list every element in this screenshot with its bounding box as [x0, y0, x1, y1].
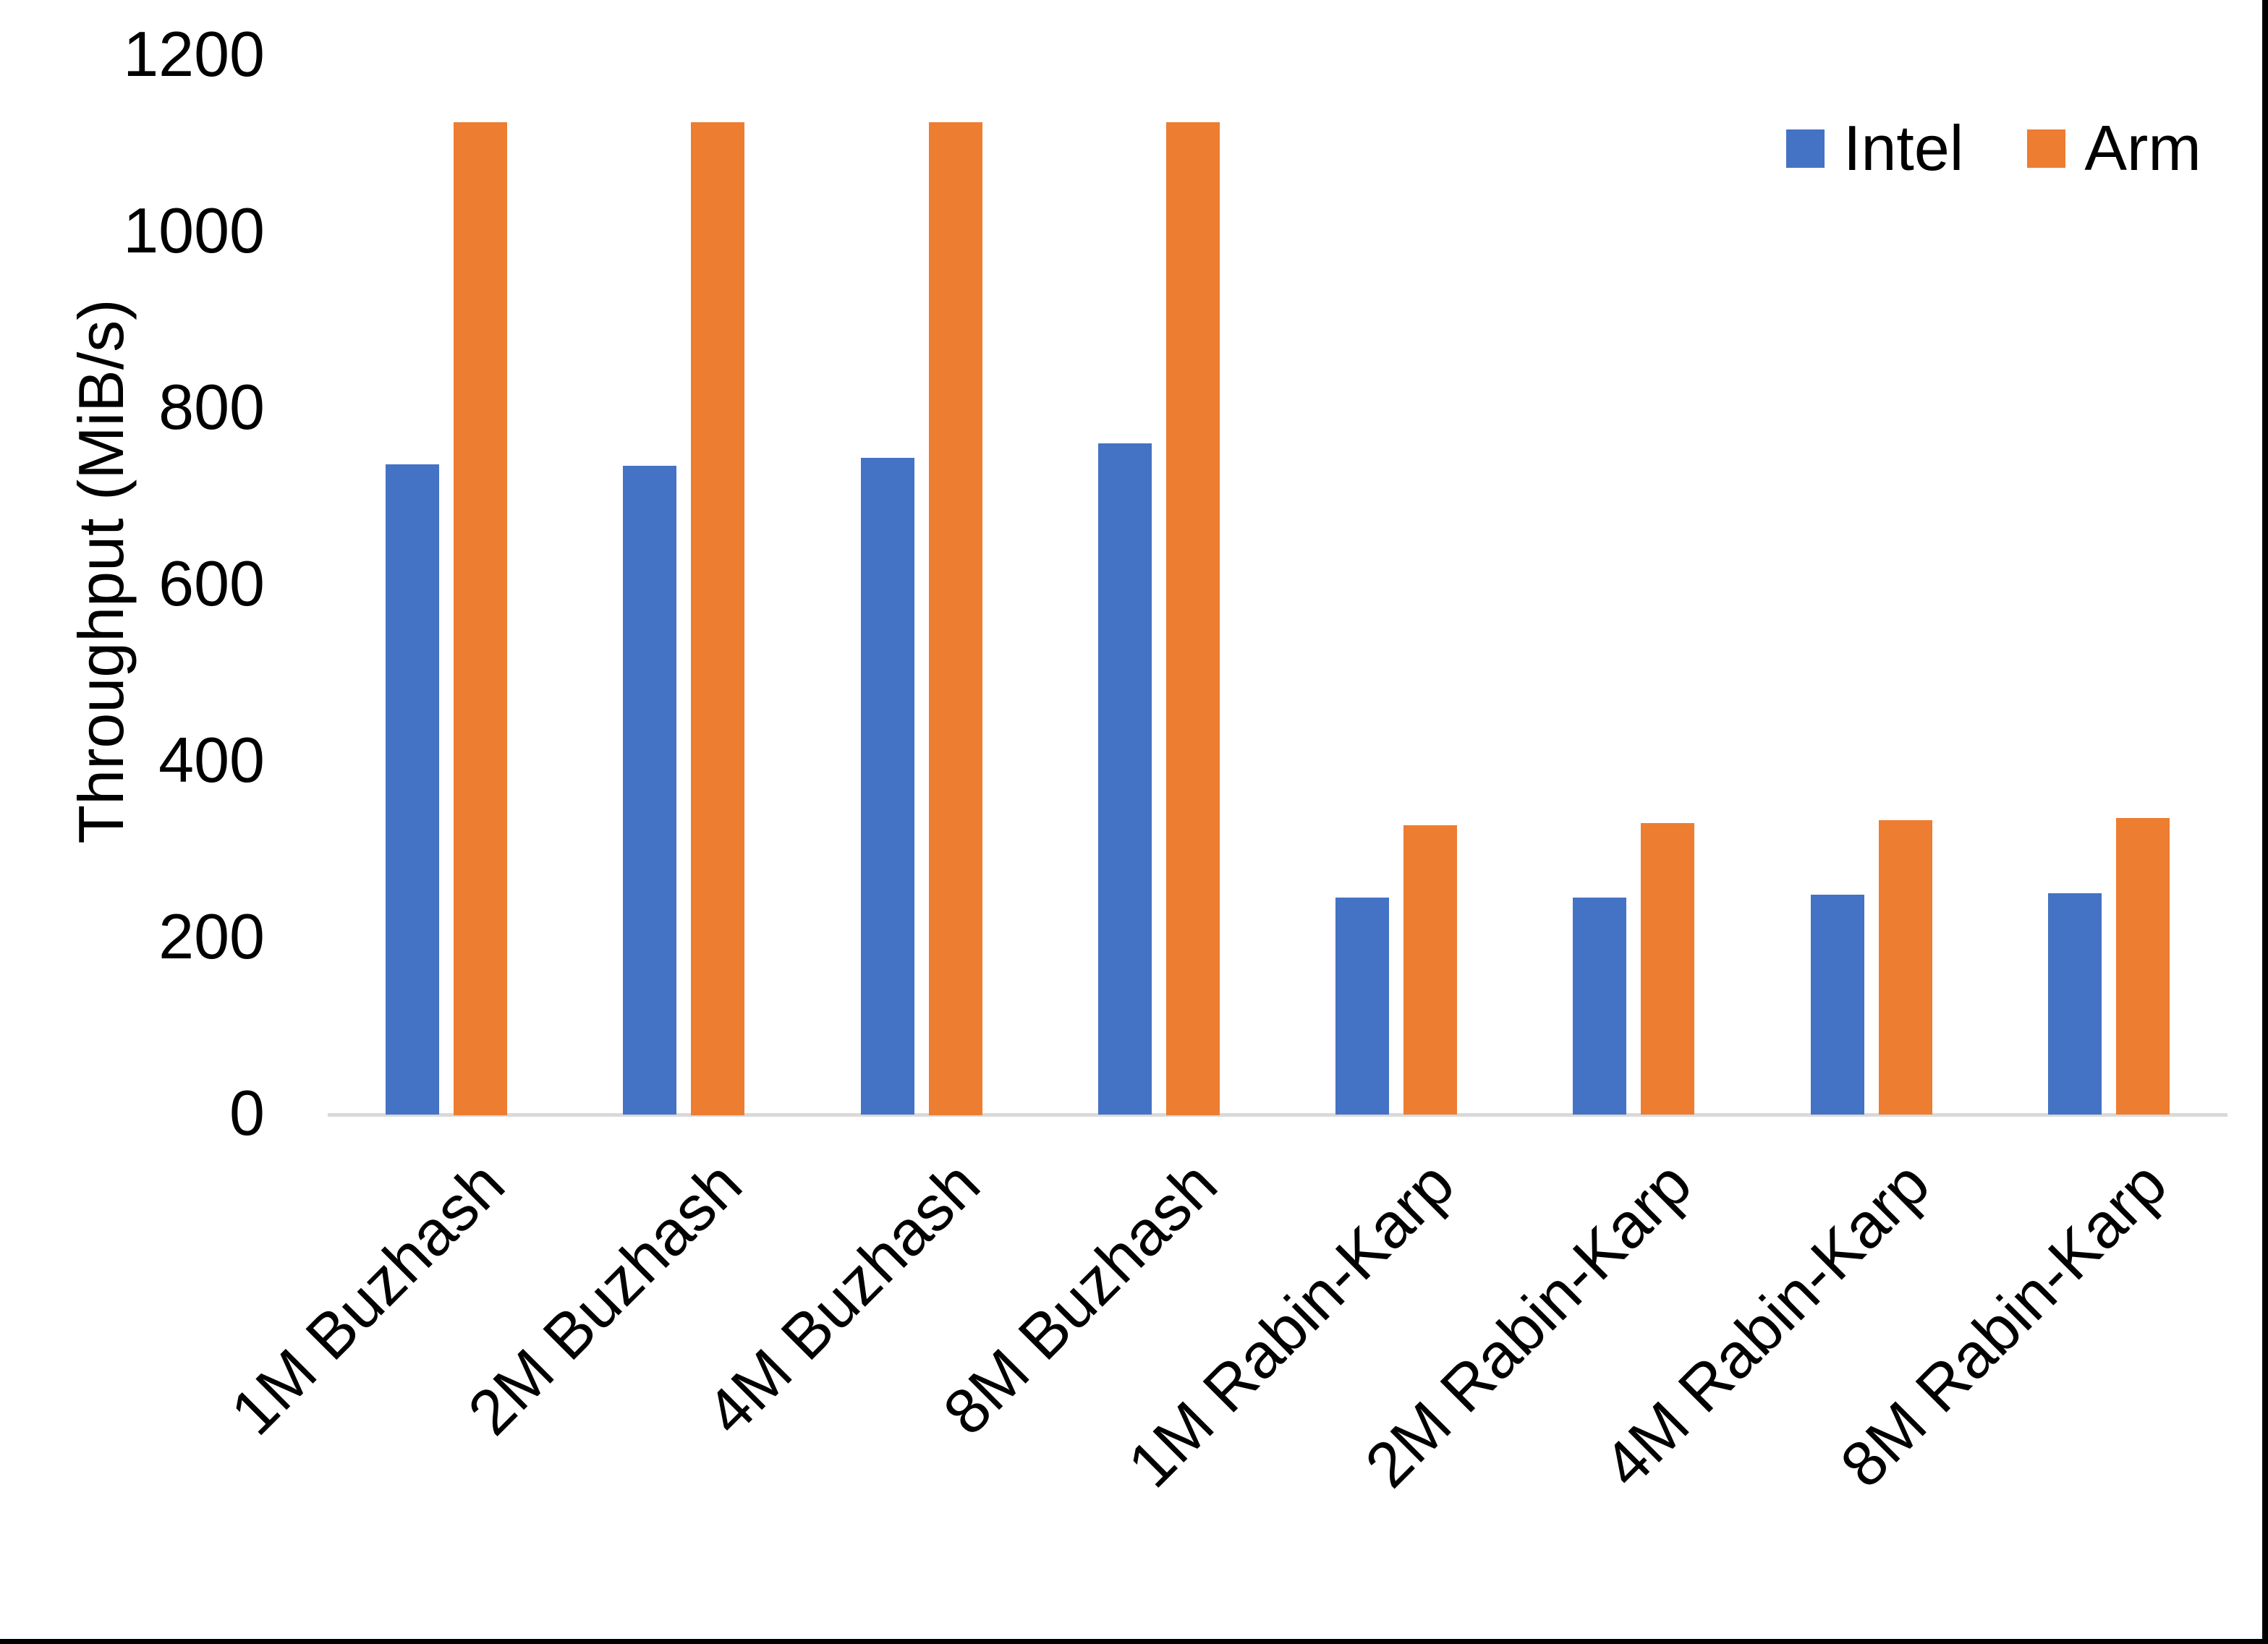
bar-intel-8m-rabin-karp [2048, 893, 2102, 1115]
bar-intel-4m-buzhash [861, 458, 914, 1115]
bar-intel-2m-buzhash [623, 466, 676, 1115]
y-tick-label-200: 200 [158, 900, 265, 972]
bar-arm-2m-rabin-karp [1641, 823, 1694, 1115]
x-axis-line [328, 1113, 2227, 1117]
bar-intel-1m-rabin-karp [1335, 898, 1389, 1115]
bar-arm-4m-buzhash [929, 122, 982, 1115]
bar-arm-1m-buzhash [454, 122, 507, 1115]
legend-label-arm: Arm [2084, 112, 2201, 184]
legend-label-intel: Intel [1843, 112, 1964, 184]
bar-arm-4m-rabin-karp [1879, 820, 1932, 1115]
bar-intel-4m-rabin-karp [1811, 895, 1864, 1115]
legend-swatch-intel [1786, 129, 1825, 168]
legend-swatch-arm [2027, 129, 2066, 168]
bar-intel-1m-buzhash [386, 464, 439, 1115]
bar-arm-1m-rabin-karp [1403, 825, 1457, 1115]
bar-intel-2m-rabin-karp [1573, 898, 1626, 1115]
bar-arm-8m-rabin-karp [2116, 818, 2170, 1115]
legend: Intel Arm [1786, 112, 2201, 184]
y-tick-label-600: 600 [158, 548, 265, 619]
bar-intel-8m-buzhash [1098, 443, 1152, 1115]
screen-right-border [2262, 0, 2268, 1644]
y-tick-label-800: 800 [158, 371, 265, 443]
bar-arm-8m-buzhash [1166, 122, 1220, 1115]
y-tick-label-0: 0 [229, 1077, 265, 1149]
bar-arm-2m-buzhash [691, 122, 744, 1115]
y-tick-label-1000: 1000 [123, 195, 265, 266]
y-tick-label-1200: 1200 [123, 18, 265, 90]
screen-bottom-border [0, 1639, 2268, 1644]
y-tick-label-400: 400 [158, 724, 265, 796]
